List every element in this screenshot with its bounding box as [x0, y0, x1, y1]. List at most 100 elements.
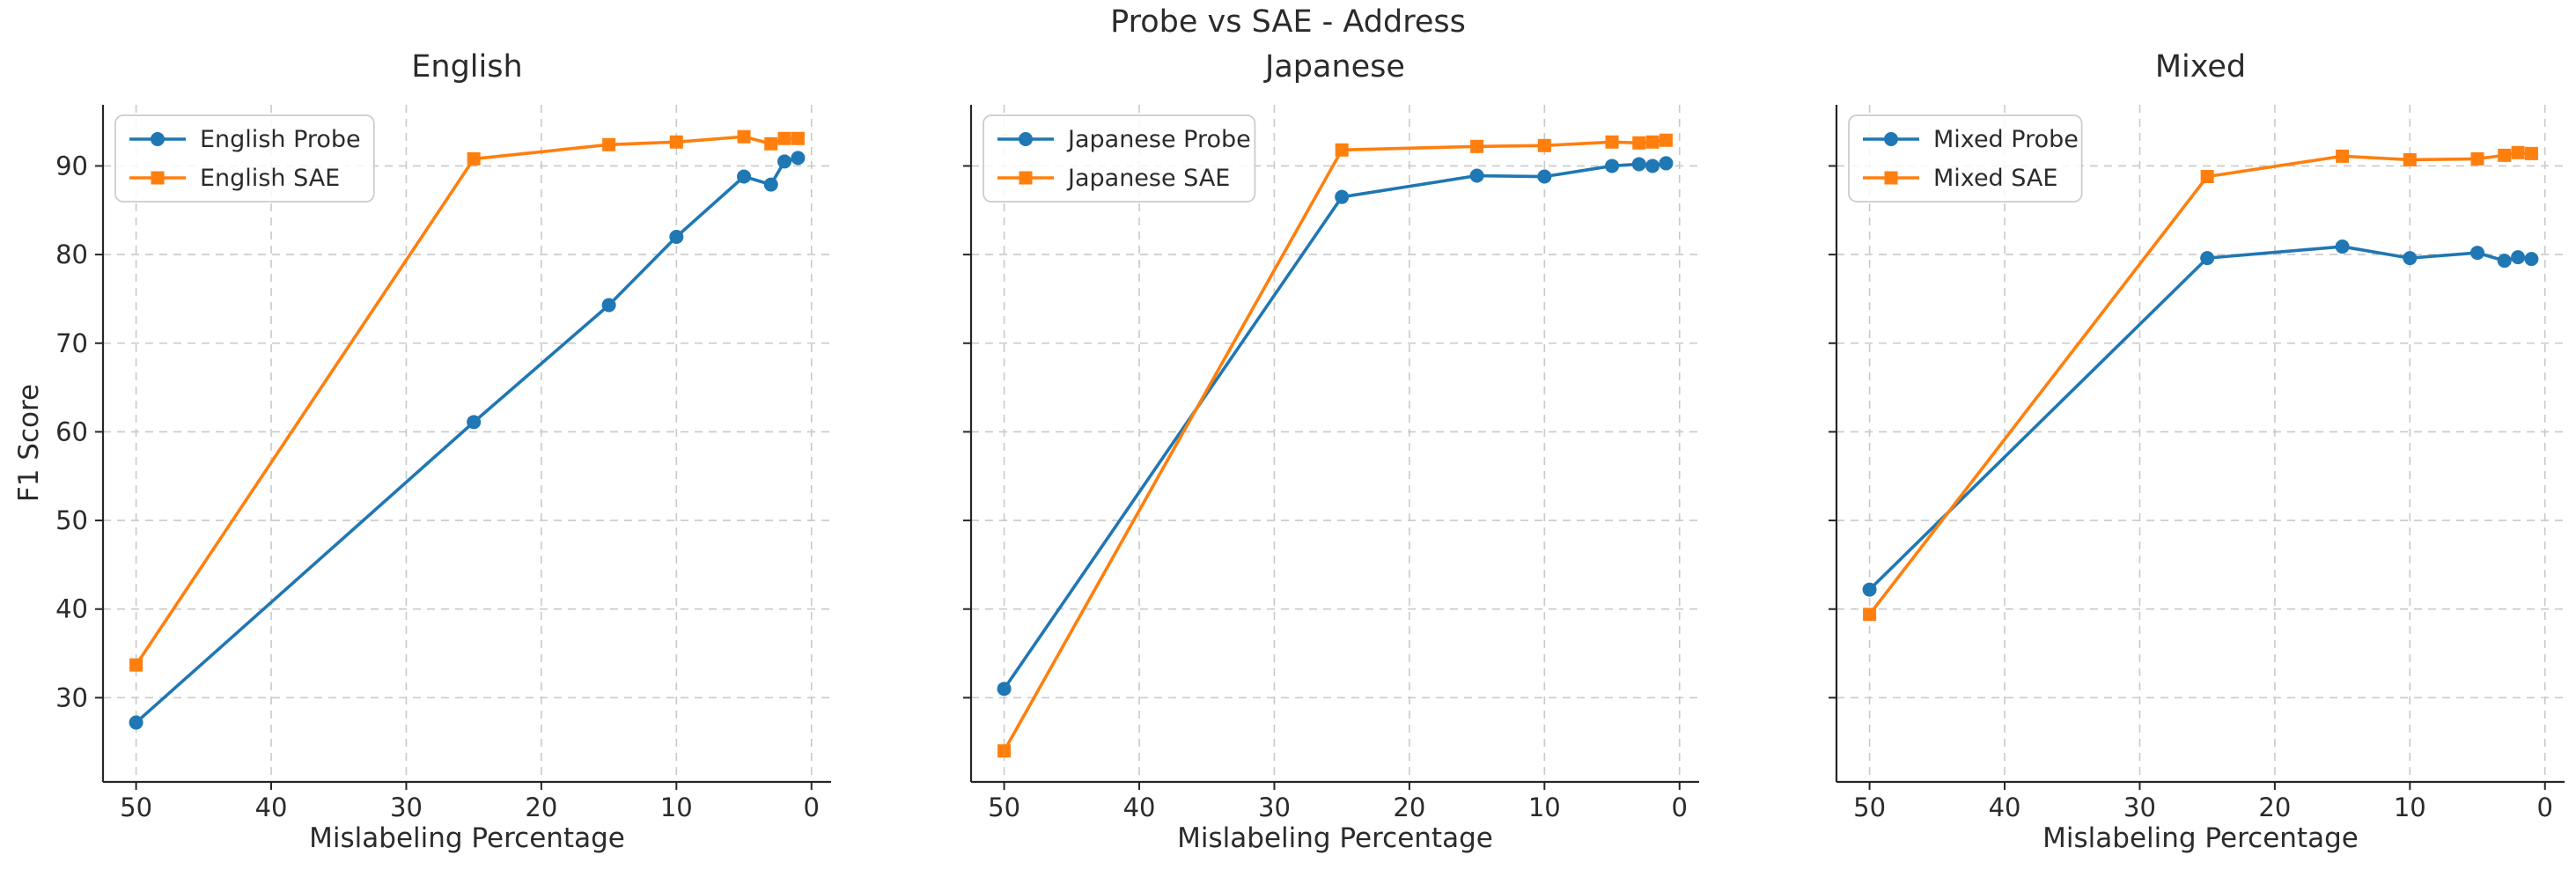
- data-point-square: [1645, 135, 1660, 149]
- gridlines: [971, 105, 1699, 782]
- data-point-circle: [2524, 252, 2539, 267]
- data-point-circle: [1631, 157, 1646, 172]
- data-point-circle: [2200, 251, 2215, 266]
- x-tick-labels: 50 40 30 20 10 0: [120, 792, 820, 822]
- x-tick-label: 40: [255, 792, 288, 822]
- data-point-circle: [1335, 189, 1350, 204]
- data-point-circle: [2335, 240, 2350, 254]
- legend-label: Mixed SAE: [1933, 165, 2057, 192]
- data-point-square: [2524, 146, 2538, 160]
- data-point-circle: [2497, 254, 2512, 269]
- legend-item: Mixed Probe: [1863, 126, 2079, 153]
- data-point-square: [777, 131, 791, 145]
- data-point-square: [602, 137, 616, 151]
- data-point-circle: [777, 154, 792, 169]
- data-point-square: [2336, 149, 2350, 163]
- data-point-circle: [737, 169, 752, 184]
- series-japanese-probe: [997, 156, 1674, 696]
- x-tick-label: 50: [120, 792, 152, 822]
- legend-label: English Probe: [200, 126, 361, 153]
- gridlines: [103, 105, 831, 782]
- data-point-square: [1470, 139, 1484, 153]
- x-tick-label: 30: [390, 792, 423, 822]
- legend-marker-square: [1019, 171, 1033, 185]
- legend-item: Japanese SAE: [997, 165, 1230, 192]
- x-tick-label: 20: [2258, 792, 2291, 822]
- tick-marks: [963, 165, 1681, 790]
- series-mixed-probe: [1862, 240, 2539, 597]
- subplot-title-japanese: Japanese: [1265, 49, 1405, 85]
- x-axis-label-mixed: Mislabeling Percentage: [2042, 822, 2359, 854]
- legend: English Probe English SAE: [114, 114, 375, 203]
- data-point-circle: [1645, 158, 1660, 173]
- data-point-square: [737, 129, 751, 144]
- data-point-square: [1659, 133, 1673, 147]
- data-point-square: [791, 131, 805, 145]
- data-point-circle: [1469, 168, 1484, 183]
- x-tick-label: 0: [804, 792, 820, 822]
- series-english-sae: [129, 129, 805, 672]
- data-point-square: [2511, 145, 2525, 159]
- data-point-circle: [791, 151, 806, 166]
- axes-spines: [969, 105, 1699, 784]
- subplot-title-english: English: [411, 49, 523, 85]
- gridlines: [1836, 105, 2565, 782]
- data-point-circle: [2470, 246, 2485, 261]
- x-tick-labels: 50 40 30 20 10 0: [988, 792, 1688, 822]
- axes-spines: [101, 105, 831, 784]
- data-point-circle: [1659, 156, 1674, 171]
- data-point-circle: [1862, 582, 1877, 597]
- x-tick-label: 20: [525, 792, 557, 822]
- data-point-circle: [1537, 169, 1552, 184]
- y-tick-labels: 30 40 50 60 70 80 90: [55, 151, 88, 712]
- data-point-square: [2200, 170, 2214, 184]
- data-point-square: [1335, 143, 1349, 157]
- legend-label: Mixed Probe: [1933, 126, 2079, 153]
- data-point-circle: [997, 682, 1012, 696]
- series-english-probe: [129, 151, 806, 730]
- y-axis-label: F1 Score: [13, 383, 45, 503]
- data-point-square: [2403, 152, 2417, 166]
- x-tick-label: 30: [2123, 792, 2156, 822]
- data-point-circle: [2403, 251, 2418, 266]
- tick-marks: [95, 165, 813, 790]
- subplot-mixed: 50 40 30 20 10 0 Mixed Probe Mixed SAE: [1829, 105, 2565, 822]
- data-point-circle: [129, 715, 144, 730]
- data-point-circle: [467, 415, 482, 430]
- subplot-title-mixed: Mixed: [2154, 49, 2247, 85]
- x-tick-label: 50: [988, 792, 1020, 822]
- x-tick-label: 20: [1393, 792, 1425, 822]
- data-point-square: [764, 136, 778, 151]
- axes-spines: [1835, 105, 2565, 784]
- y-tick-label: 90: [55, 151, 88, 181]
- legend: Mixed Probe Mixed SAE: [1848, 114, 2083, 203]
- x-tick-label: 10: [2394, 792, 2426, 822]
- legend-item: English Probe: [129, 126, 361, 153]
- legend-marker-square: [1884, 171, 1898, 185]
- legend: Japanese Probe Japanese SAE: [983, 114, 1256, 203]
- tick-marks: [1829, 165, 2546, 790]
- y-tick-label: 50: [55, 505, 88, 535]
- x-tick-label: 40: [1989, 792, 2021, 822]
- data-point-square: [1632, 136, 1646, 150]
- x-tick-label: 40: [1123, 792, 1156, 822]
- x-axis-label-english: Mislabeling Percentage: [309, 822, 625, 854]
- x-tick-label: 10: [1528, 792, 1561, 822]
- data-point-circle: [601, 298, 616, 313]
- x-tick-labels: 50 40 30 20 10 0: [1853, 792, 2553, 822]
- y-tick-label: 60: [55, 416, 88, 446]
- legend-marker-square: [151, 171, 165, 185]
- data-point-square: [997, 744, 1012, 758]
- x-tick-label: 10: [660, 792, 693, 822]
- legend-item: Japanese Probe: [997, 126, 1251, 153]
- data-point-circle: [1605, 158, 1620, 173]
- data-point-circle: [669, 229, 684, 244]
- x-tick-label: 50: [1853, 792, 1886, 822]
- legend-label: English SAE: [200, 165, 340, 192]
- legend-marker-circle: [1019, 132, 1033, 146]
- subplot-japanese: 50 40 30 20 10 0 Japanese Probe Japanese SAE: [963, 105, 1699, 822]
- x-tick-label: 30: [1258, 792, 1291, 822]
- x-tick-label: 0: [2537, 792, 2553, 822]
